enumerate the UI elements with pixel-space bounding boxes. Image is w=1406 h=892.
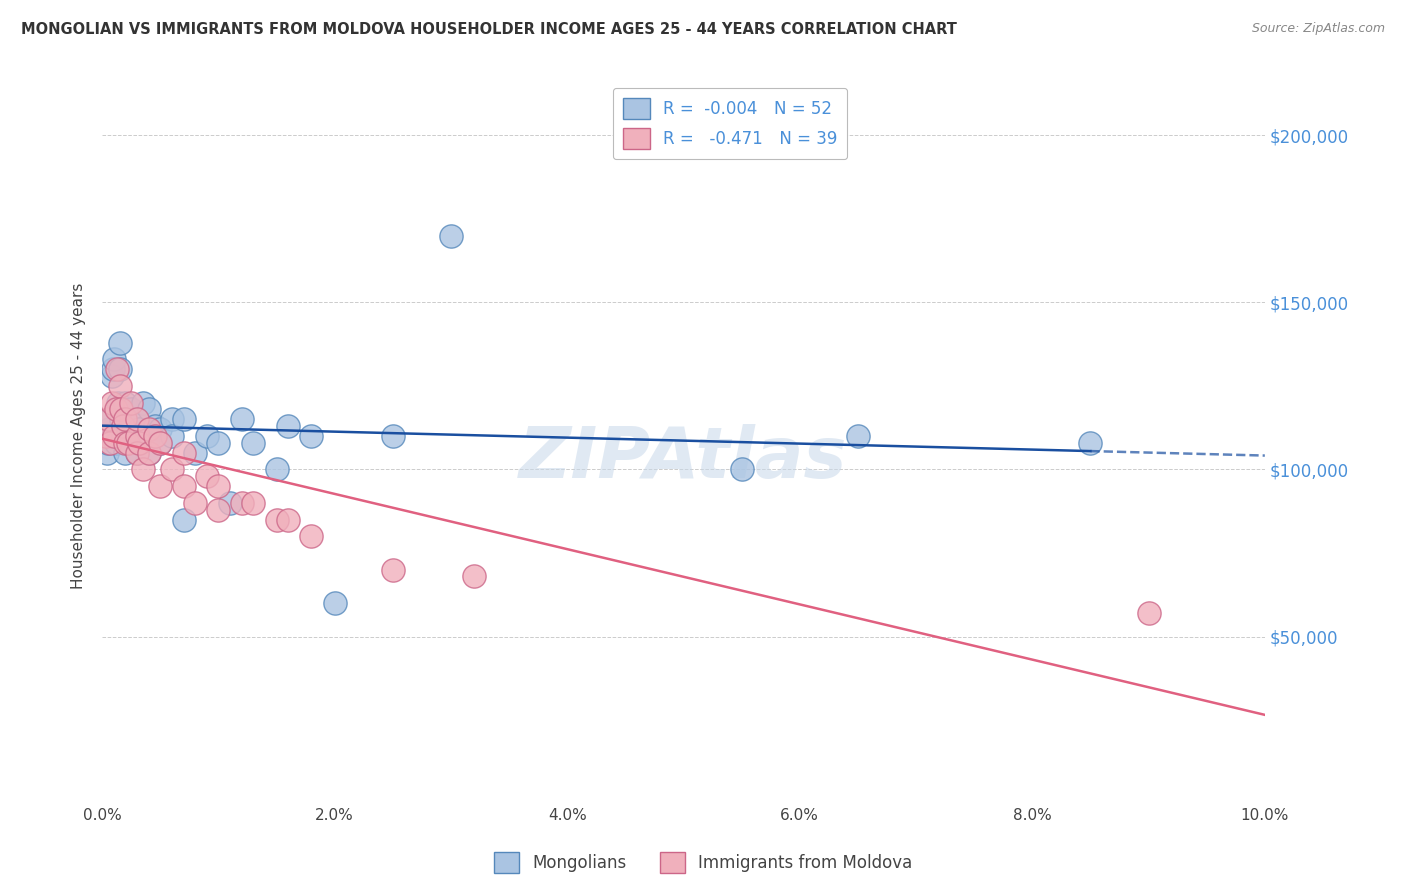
- Point: [98, 422, 121, 436]
- Point: [184, 496, 207, 510]
- Point: [301, 429, 323, 443]
- Point: [160, 412, 183, 426]
- Point: [117, 435, 139, 450]
- Point: [103, 352, 125, 367]
- Point: [160, 462, 183, 476]
- Point: [323, 596, 346, 610]
- Point: [127, 429, 149, 443]
- Point: [463, 569, 485, 583]
- Point: [195, 469, 218, 483]
- Point: [132, 395, 155, 409]
- Point: [266, 462, 288, 476]
- Point: [105, 435, 128, 450]
- Point: [98, 435, 121, 450]
- Text: MONGOLIAN VS IMMIGRANTS FROM MOLDOVA HOUSEHOLDER INCOME AGES 25 - 44 YEARS CORRE: MONGOLIAN VS IMMIGRANTS FROM MOLDOVA HOU…: [21, 22, 957, 37]
- Point: [127, 412, 149, 426]
- Y-axis label: Householder Income Ages 25 - 44 years: Householder Income Ages 25 - 44 years: [72, 283, 86, 590]
- Point: [114, 395, 136, 409]
- Point: [94, 429, 117, 443]
- Text: ZIPAtlas: ZIPAtlas: [519, 424, 848, 492]
- Point: [108, 379, 131, 393]
- Point: [100, 395, 122, 409]
- Point: [110, 412, 132, 426]
- Point: [94, 429, 117, 443]
- Legend: R =  -0.004 N = 52, R =   -0.471 N = 39: R = -0.004 N = 52, R = -0.471 N = 39: [613, 88, 848, 159]
- Point: [103, 429, 125, 443]
- Point: [195, 429, 218, 443]
- Point: [120, 402, 142, 417]
- Point: [277, 513, 299, 527]
- Point: [127, 412, 149, 426]
- Point: [105, 362, 128, 376]
- Point: [110, 402, 132, 417]
- Point: [127, 429, 149, 443]
- Point: [173, 412, 195, 426]
- Point: [114, 412, 136, 426]
- Point: [120, 395, 142, 409]
- Point: [114, 412, 136, 426]
- Point: [112, 429, 135, 443]
- Point: [143, 429, 166, 443]
- Point: [96, 446, 118, 460]
- Point: [219, 496, 242, 510]
- Point: [381, 563, 404, 577]
- Point: [149, 479, 172, 493]
- Point: [160, 429, 183, 443]
- Point: [143, 419, 166, 434]
- Point: [114, 435, 136, 450]
- Point: [103, 429, 125, 443]
- Point: [207, 435, 229, 450]
- Point: [97, 412, 120, 426]
- Point: [107, 395, 129, 409]
- Point: [207, 479, 229, 493]
- Point: [108, 335, 131, 350]
- Point: [98, 412, 121, 426]
- Point: [1080, 435, 1102, 450]
- Point: [173, 513, 195, 527]
- Point: [149, 435, 172, 450]
- Point: [112, 419, 135, 434]
- Point: [100, 368, 122, 383]
- Point: [242, 435, 264, 450]
- Point: [440, 228, 463, 243]
- Point: [105, 402, 128, 417]
- Point: [730, 462, 752, 476]
- Point: [138, 446, 160, 460]
- Point: [108, 362, 131, 376]
- Point: [173, 479, 195, 493]
- Point: [207, 502, 229, 516]
- Point: [231, 412, 253, 426]
- Point: [138, 422, 160, 436]
- Point: [114, 435, 136, 450]
- Point: [301, 529, 323, 543]
- Point: [1137, 606, 1160, 620]
- Point: [97, 435, 120, 450]
- Point: [266, 513, 288, 527]
- Point: [138, 402, 160, 417]
- Point: [127, 446, 149, 460]
- Point: [117, 422, 139, 436]
- Point: [101, 362, 124, 376]
- Point: [138, 429, 160, 443]
- Point: [846, 429, 869, 443]
- Point: [138, 446, 160, 460]
- Point: [105, 402, 128, 417]
- Point: [173, 446, 195, 460]
- Point: [231, 496, 253, 510]
- Point: [149, 422, 172, 436]
- Legend: Mongolians, Immigrants from Moldova: Mongolians, Immigrants from Moldova: [486, 846, 920, 880]
- Point: [149, 435, 172, 450]
- Point: [132, 462, 155, 476]
- Point: [127, 446, 149, 460]
- Point: [381, 429, 404, 443]
- Point: [128, 435, 150, 450]
- Point: [277, 419, 299, 434]
- Point: [242, 496, 264, 510]
- Point: [128, 422, 150, 436]
- Point: [184, 446, 207, 460]
- Point: [114, 446, 136, 460]
- Text: Source: ZipAtlas.com: Source: ZipAtlas.com: [1251, 22, 1385, 36]
